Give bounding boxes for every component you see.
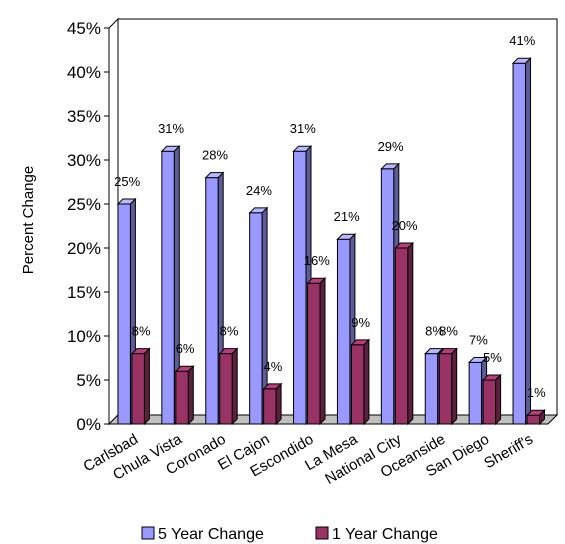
data-label-1-year: 16%: [304, 253, 330, 268]
data-label-5-year: 8%: [425, 324, 444, 339]
bar-1-year-el-cajon: [262, 382, 283, 426]
y-tick-label: 20%: [67, 239, 101, 258]
data-label-5-year: 21%: [334, 209, 360, 224]
y-tick-label: 25%: [67, 195, 101, 214]
data-label-1-year: 9%: [351, 315, 370, 330]
data-label-5-year: 31%: [290, 121, 316, 136]
y-tick-label: 45%: [67, 19, 101, 38]
bar-1-year-escondido: [306, 277, 327, 426]
legend-swatch-5-year: [141, 526, 155, 540]
data-label-1-year: 8%: [439, 324, 458, 339]
y-tick-label: 5%: [76, 371, 101, 390]
legend-swatch-1-year: [315, 526, 329, 540]
data-label-1-year: 6%: [176, 341, 195, 356]
data-label-5-year: 29%: [378, 139, 404, 154]
side-wall: [108, 17, 119, 426]
bar-5-year-el-cajon: [248, 206, 269, 426]
legend-label-1-year: 1 Year Change: [332, 526, 438, 543]
data-label-5-year: 25%: [114, 174, 140, 189]
y-axis-ticks: 0% 5% 10% 15% 20% 25% 30% 35% 40% 45%: [67, 19, 109, 434]
legend: 5 Year Change 1 Year Change: [141, 526, 438, 543]
bar-1-year-carlsbad: [130, 347, 151, 426]
data-label-5-year: 24%: [246, 183, 272, 198]
bars-group: [116, 57, 546, 426]
data-label-5-year: 31%: [158, 121, 184, 136]
category-label: Sheriff's: [481, 431, 536, 472]
y-tick-label: 40%: [67, 63, 101, 82]
data-label-1-year: 4%: [264, 359, 283, 374]
bar-1-year-sheriff-s: [525, 409, 546, 426]
bar-1-year-coronado: [218, 347, 239, 426]
legend-label-5-year: 5 Year Change: [158, 526, 264, 543]
bar-1-year-san-diego: [481, 373, 502, 426]
data-labels-group: 25%8%31%6%28%8%24%4%31%16%21%9%29%20%8%8…: [114, 33, 546, 400]
bar-1-year-la-mesa: [350, 338, 371, 426]
data-label-5-year: 28%: [202, 148, 228, 163]
data-label-1-year: 5%: [483, 350, 502, 365]
bar-5-year-chula-vista: [160, 145, 181, 426]
bar-1-year-chula-vista: [174, 365, 195, 426]
y-tick-label: 0%: [76, 415, 101, 434]
y-tick-label: 35%: [67, 107, 101, 126]
data-label-1-year: 8%: [220, 324, 239, 339]
data-label-5-year: 7%: [469, 332, 488, 347]
bar-1-year-national-city: [394, 241, 415, 426]
data-label-1-year: 20%: [392, 218, 418, 233]
bar-5-year-sheriff-s: [511, 57, 532, 426]
data-label-1-year: 1%: [527, 385, 546, 400]
y-tick-label: 30%: [67, 151, 101, 170]
data-label-1-year: 8%: [132, 324, 151, 339]
bar-1-year-oceanside: [438, 347, 458, 426]
y-tick-label: 10%: [67, 327, 101, 346]
data-label-5-year: 41%: [509, 33, 535, 48]
y-axis-title: Percent Change: [20, 166, 37, 274]
y-tick-label: 15%: [67, 283, 101, 302]
